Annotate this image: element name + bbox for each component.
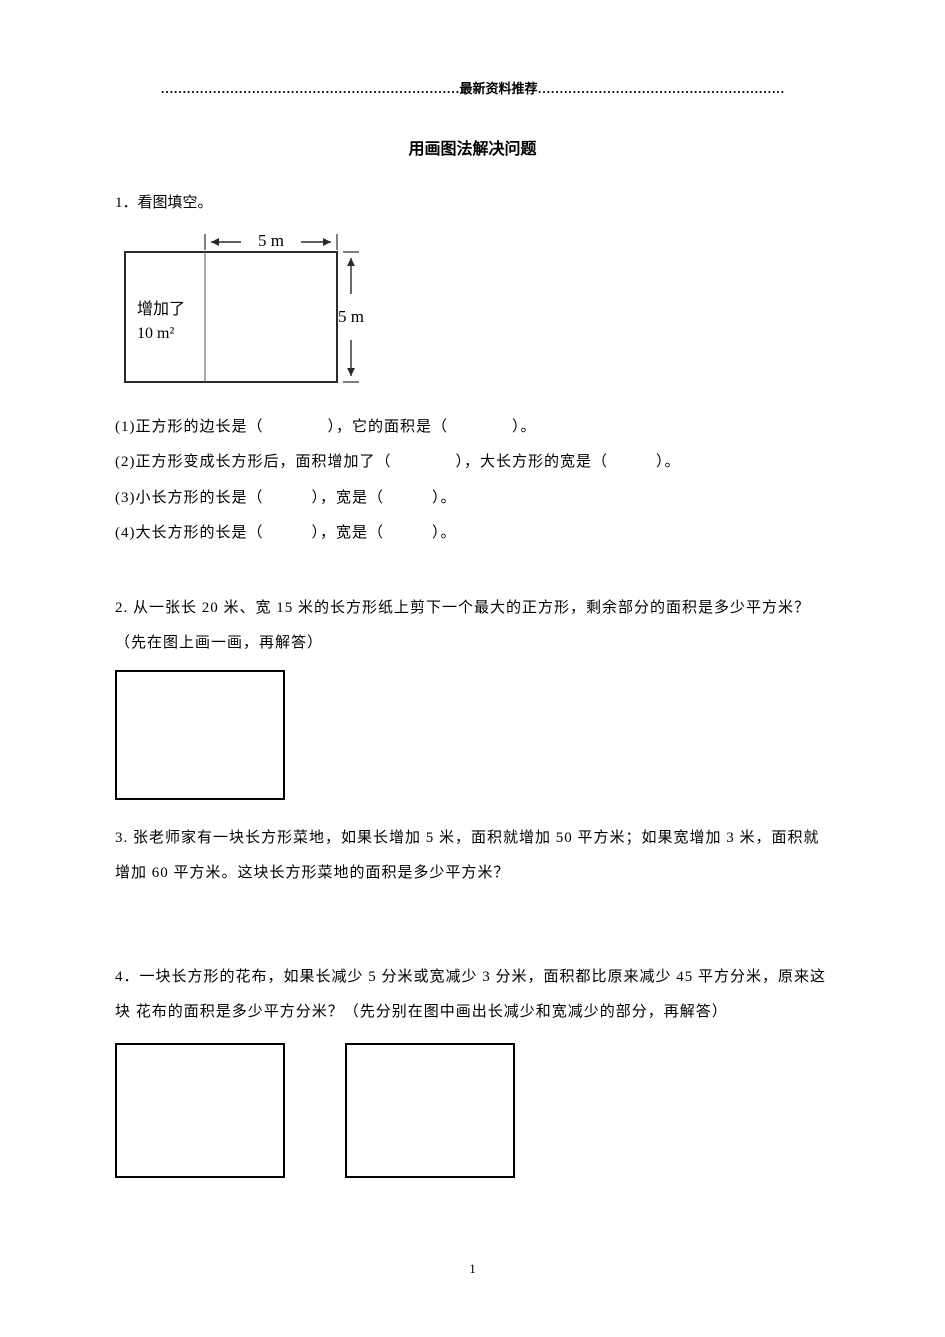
q4-box-1 <box>115 1043 285 1178</box>
diagram-top-label: 5 m <box>258 231 284 250</box>
q1-line3: (3)小长方形的长是（ ），宽是（ ）。 <box>115 481 830 516</box>
diagram-right-label: 5 m <box>338 307 364 326</box>
q2-text: 2. 从一张长 20 米、宽 15 米的长方形纸上剪下一个最大的正方形，剩余部分… <box>115 591 830 660</box>
q3-text: 3. 张老师家有一块长方形菜地，如果长增加 5 米，面积就增加 50 平方米；如… <box>115 821 830 890</box>
document-title: 用画图法解决问题 <box>115 135 830 159</box>
q4-box-2 <box>345 1043 515 1178</box>
q1-diagram: 5 m 增加了 10 m² 5 m <box>115 222 375 392</box>
q2-answer-box <box>115 670 285 800</box>
q1-line4: (4)大长方形的长是（ ），宽是（ ）。 <box>115 516 830 551</box>
diagram-inner-label-2: 10 m² <box>137 325 174 342</box>
page-number: 1 <box>0 1261 945 1277</box>
q1-line2: (2)正方形变成长方形后，面积增加了（ ），大长方形的宽是（ ）。 <box>115 445 830 480</box>
q1-line1: (1)正方形的边长是（ ），它的面积是（ ）。 <box>115 410 830 445</box>
q4-text: 4．一块长方形的花布，如果长减少 5 分米或宽减少 3 分米，面积都比原来减少 … <box>115 960 830 1029</box>
q1-intro: 1．看图填空。 <box>115 191 830 212</box>
header-dotted-line: ……………………………………………………………最新资料推荐……………………………… <box>115 78 830 97</box>
q4-answer-boxes <box>115 1043 830 1178</box>
diagram-inner-label-1: 增加了 <box>137 300 185 318</box>
